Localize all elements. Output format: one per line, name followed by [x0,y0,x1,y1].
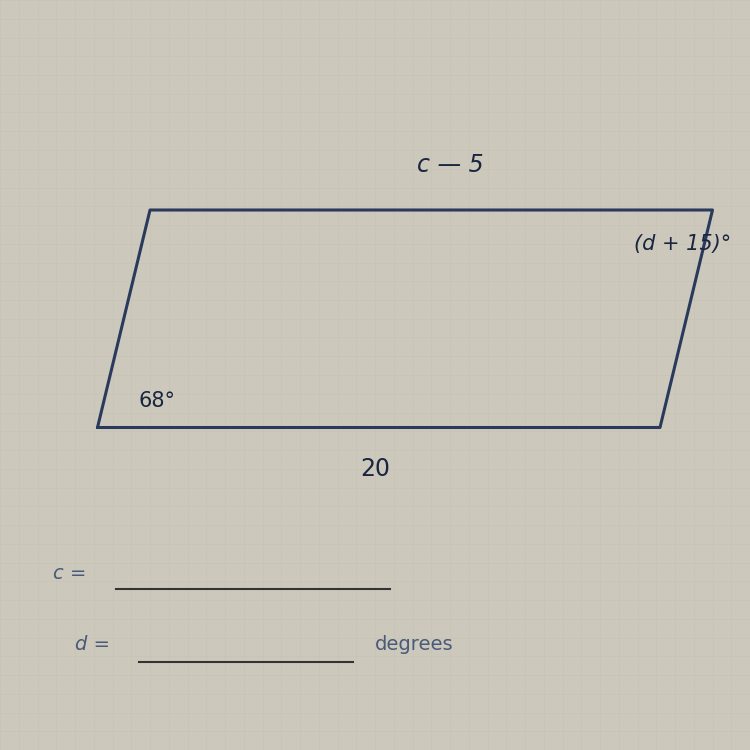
Text: degrees: degrees [375,635,454,655]
Text: c — 5: c — 5 [417,153,483,177]
Text: d =: d = [75,635,110,655]
Text: 68°: 68° [139,392,176,411]
Text: c =: c = [53,564,86,584]
Text: (d + 15)°: (d + 15)° [634,234,731,254]
Text: 20: 20 [360,457,390,481]
